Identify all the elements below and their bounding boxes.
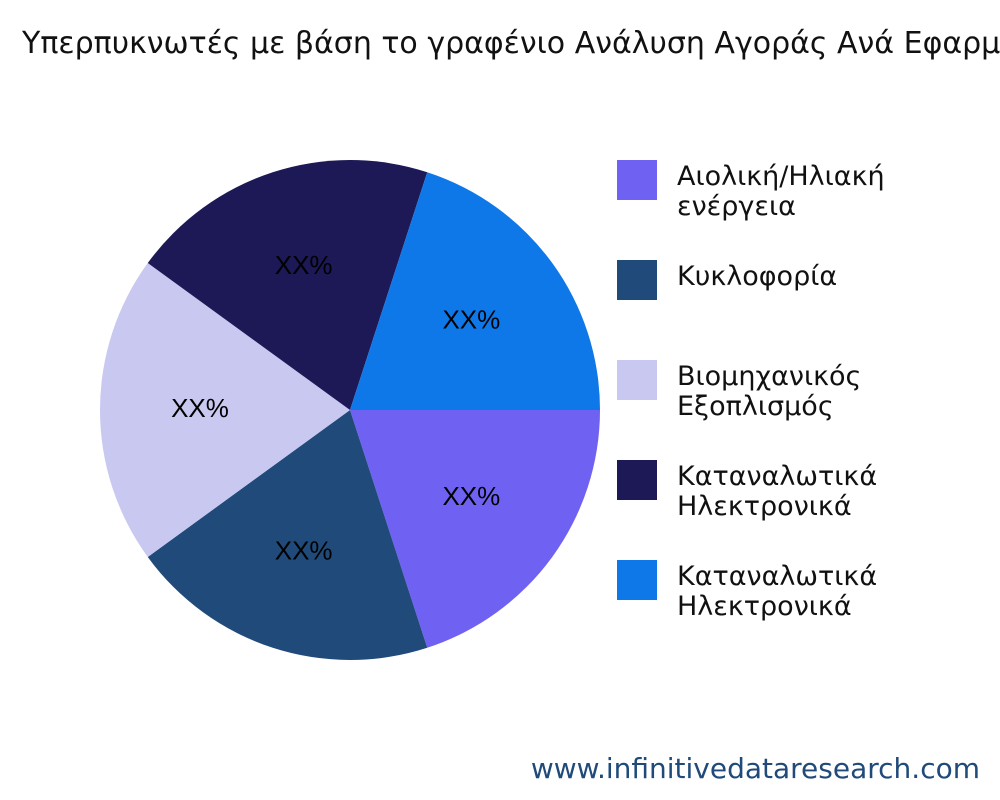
pie-slice — [147, 160, 428, 410]
legend-label: Καταναλωτικά Ηλεκτρονικά — [677, 561, 878, 622]
pie-slice — [350, 172, 600, 410]
legend-label: Βιομηχανικός Εξοπλισμός — [677, 361, 862, 422]
legend-label: Κυκλοφορία — [677, 261, 838, 292]
legend-label: Καταναλωτικά Ηλεκτρονικά — [677, 461, 878, 522]
pie-slice — [100, 263, 350, 557]
chart-title: Υπερπυκνωτές με βάση το γραφένιο Ανάλυση… — [22, 26, 1000, 61]
legend-swatch — [617, 460, 657, 500]
pie-slice — [147, 410, 428, 660]
legend-swatch — [617, 560, 657, 600]
slice-label: XX% — [442, 481, 500, 511]
legend-swatch — [617, 260, 657, 300]
legend-swatch — [617, 160, 657, 200]
watermark: www.infinitivedataresearch.com — [530, 752, 980, 785]
slice-label: XX% — [442, 305, 500, 335]
pie-slice — [350, 410, 600, 648]
legend-label: Αιολική/Ηλιακή ενέργεια — [677, 161, 885, 222]
slice-label: XX% — [275, 536, 333, 566]
legend-swatch — [617, 360, 657, 400]
slice-label: XX% — [275, 250, 333, 280]
slice-label: XX% — [171, 393, 229, 423]
